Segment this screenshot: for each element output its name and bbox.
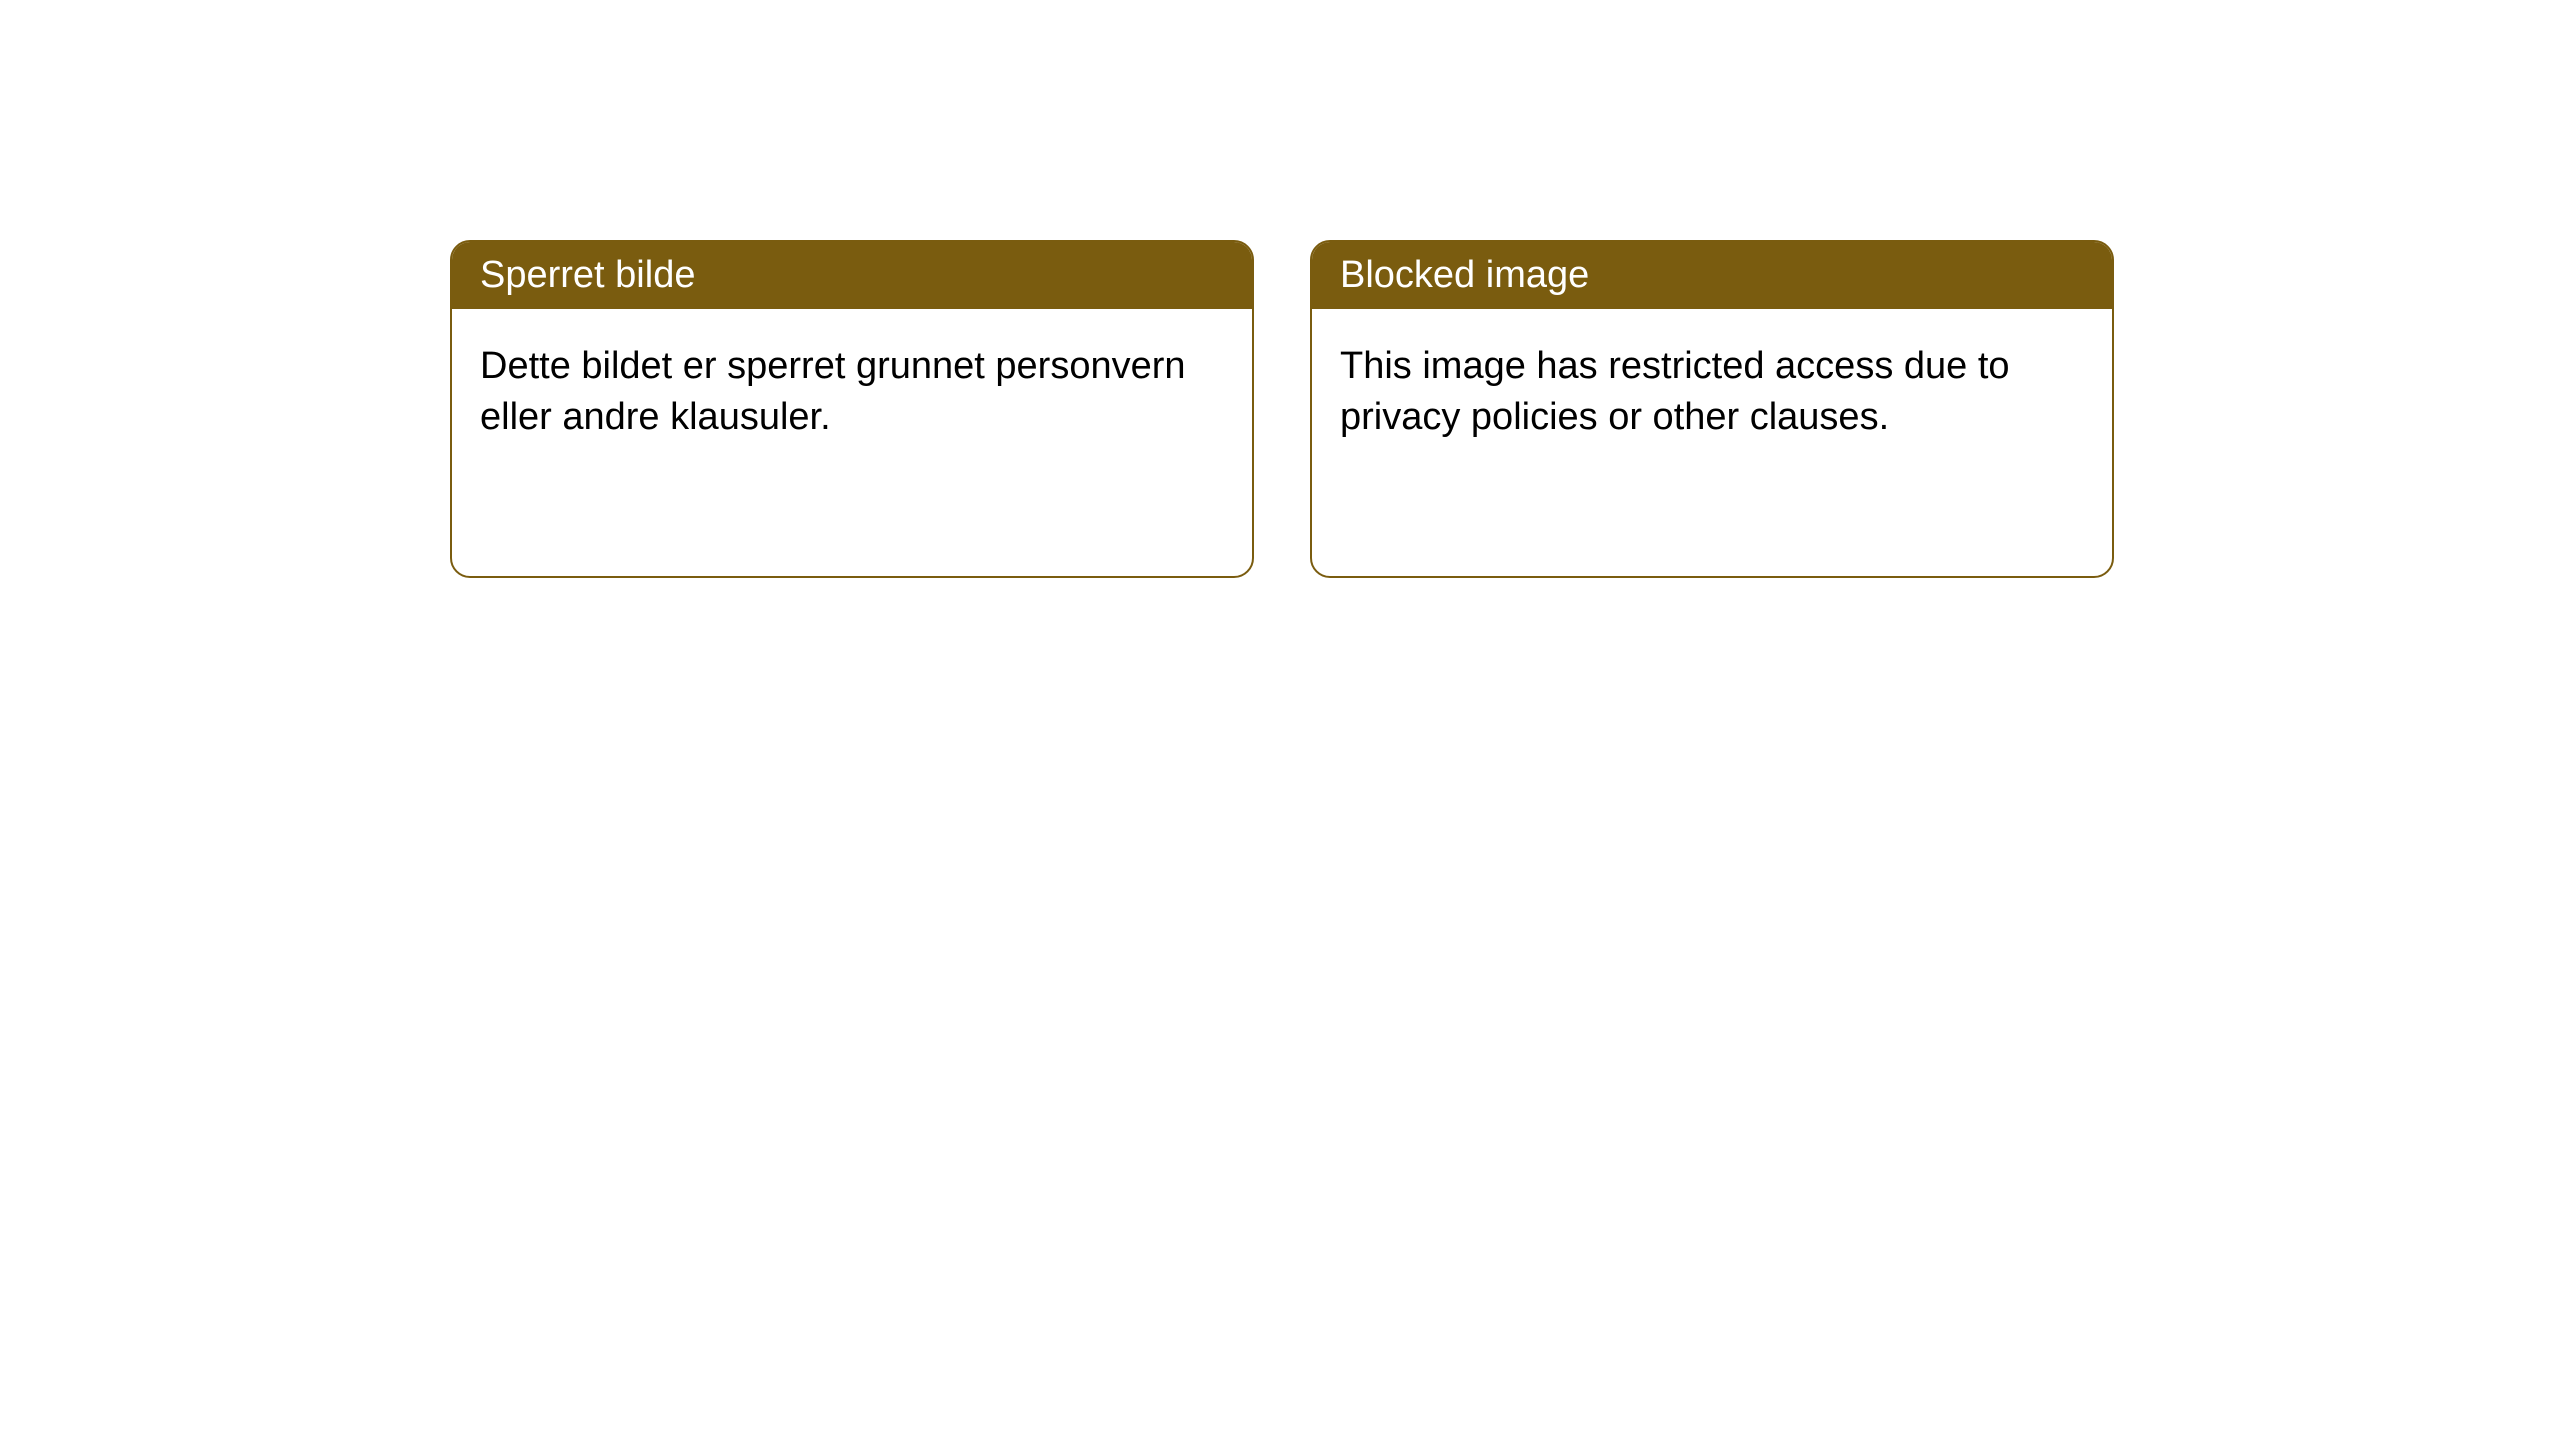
notice-title-english: Blocked image bbox=[1312, 242, 2112, 309]
notice-body-english: This image has restricted access due to … bbox=[1312, 309, 2112, 476]
notice-title-norwegian: Sperret bilde bbox=[452, 242, 1252, 309]
notice-card-norwegian: Sperret bilde Dette bildet er sperret gr… bbox=[450, 240, 1254, 578]
notice-container: Sperret bilde Dette bildet er sperret gr… bbox=[0, 0, 2560, 578]
notice-body-norwegian: Dette bildet er sperret grunnet personve… bbox=[452, 309, 1252, 476]
notice-card-english: Blocked image This image has restricted … bbox=[1310, 240, 2114, 578]
